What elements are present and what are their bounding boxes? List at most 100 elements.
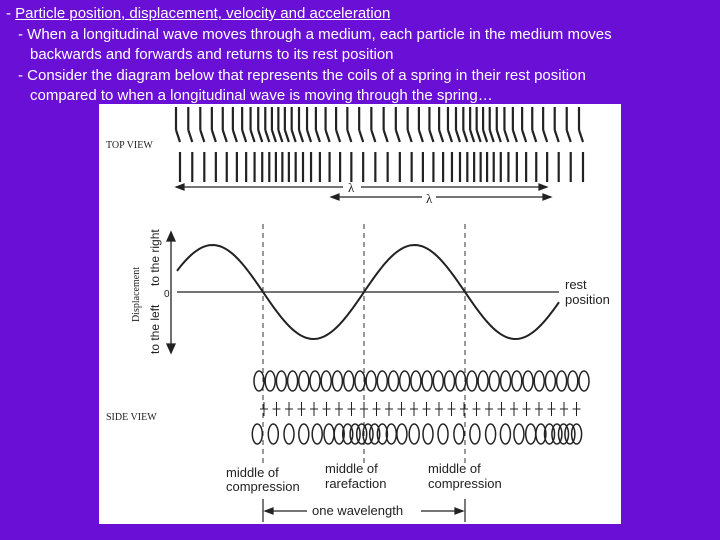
coil-loop xyxy=(286,370,299,392)
coil-loop xyxy=(522,370,534,392)
point1-line2: backwards and forwards and returns to it… xyxy=(30,46,394,63)
coil-loop xyxy=(551,423,563,445)
top-view-coil-stroke xyxy=(241,129,248,143)
side-view-coils-wave xyxy=(251,423,583,445)
top-view-coil-stroke xyxy=(283,129,290,143)
top-view-label: TOP VIEW xyxy=(106,140,153,151)
rarefaction-label-line2: rarefaction xyxy=(325,476,386,491)
lambda-upper: λ xyxy=(348,180,355,195)
top-view-springs xyxy=(174,107,585,182)
lambda-arrow-lower xyxy=(329,193,553,201)
coil-loop xyxy=(511,370,523,392)
coil-loop xyxy=(443,370,456,392)
coil-loop xyxy=(309,370,321,392)
coil-loop xyxy=(267,423,280,445)
compression-label-2-line2: compression xyxy=(428,476,502,491)
coil-loop xyxy=(543,423,556,445)
displacement-axis xyxy=(165,230,177,355)
coil-loop xyxy=(264,370,276,392)
coil-loop xyxy=(341,423,354,445)
zero-label: 0 xyxy=(164,289,170,300)
top-view-coil-stroke xyxy=(231,129,238,143)
coil-loop xyxy=(408,423,420,445)
top-view-coil-stroke xyxy=(475,129,482,143)
top-view-coil-stroke xyxy=(174,129,182,143)
wavelength-label: one wavelength xyxy=(312,503,403,518)
coil-loop xyxy=(396,423,408,445)
coil-loop xyxy=(365,370,377,392)
coil-loop xyxy=(342,370,355,392)
coil-loop xyxy=(524,423,537,445)
coil-loop xyxy=(376,423,389,445)
coil-loop xyxy=(422,423,434,445)
figure-svg: TOP VIEW λ λ Displacement to xyxy=(106,107,610,522)
top-view-coil-stroke xyxy=(577,129,585,143)
coil-loop xyxy=(499,423,512,445)
top-view-coil-stroke xyxy=(277,129,284,143)
displacement-label: Displacement xyxy=(131,267,142,322)
top-view-coil-stroke xyxy=(553,129,560,143)
point1-line1: - When a longitudinal wave moves through… xyxy=(18,25,612,43)
top-view-coil-stroke xyxy=(446,129,453,143)
top-view-coil-stroke xyxy=(221,129,228,143)
coil-loop xyxy=(354,370,366,392)
top-view-coil-stroke xyxy=(264,129,271,143)
point2-line1: - Consider the diagram below that repres… xyxy=(18,66,586,84)
top-view-coil-stroke xyxy=(210,129,217,143)
coil-loop xyxy=(275,370,288,392)
rest-label-line1: rest xyxy=(565,277,587,292)
coil-loop xyxy=(298,423,310,445)
guide-lines xyxy=(262,224,466,464)
side-view-label: SIDE VIEW xyxy=(106,412,157,423)
top-view-coil-stroke xyxy=(249,129,256,143)
rest-label-line2: position xyxy=(565,292,610,307)
coil-loop xyxy=(311,423,323,445)
coil-loop xyxy=(454,370,467,392)
top-view-coil-stroke xyxy=(488,129,495,143)
top-view-coil-stroke xyxy=(542,129,549,143)
top-view-coil-stroke xyxy=(469,129,476,143)
coil-loop xyxy=(253,370,265,392)
coil-loop xyxy=(331,370,344,392)
top-view-coil-stroke xyxy=(454,129,462,143)
coil-loop xyxy=(355,423,368,445)
top-view-coil-stroke xyxy=(290,129,297,143)
coil-loop xyxy=(570,423,583,445)
coil-loop xyxy=(437,423,449,445)
coil-loop xyxy=(376,370,389,392)
spring-wave-figure: TOP VIEW λ λ Displacement to xyxy=(99,104,621,524)
compression-label-2-line1: middle of xyxy=(428,461,481,476)
heading-title: Particle position, displacement, velocit… xyxy=(15,5,391,22)
coil-loop xyxy=(469,423,481,445)
coil-loop xyxy=(484,423,497,445)
coil-loop xyxy=(320,370,332,392)
side-view-coils-rest xyxy=(253,370,590,392)
top-view-coil-stroke xyxy=(503,129,510,143)
top-view-coil-stroke xyxy=(187,129,194,143)
coil-loop xyxy=(398,370,411,392)
coil-loop xyxy=(564,423,576,445)
top-view-coil-stroke xyxy=(297,129,305,143)
heading-prefix: - xyxy=(6,5,16,22)
displacement-arrows xyxy=(260,402,581,416)
top-view-coil-stroke xyxy=(482,129,489,143)
top-view-coil-stroke xyxy=(565,129,572,143)
coil-loop xyxy=(362,423,374,445)
lambda-lower: λ xyxy=(426,191,433,206)
coil-loop xyxy=(557,423,570,445)
rarefaction-label-line1: middle of xyxy=(325,461,378,476)
coil-loop xyxy=(432,370,445,392)
to-left-label: to the left xyxy=(148,304,162,354)
lambda-arrow-upper xyxy=(174,183,549,191)
top-view-coil-stroke xyxy=(521,129,528,143)
coil-loop xyxy=(466,370,478,392)
coil-loop xyxy=(387,370,400,392)
heading-line: - Particle position, displacement, veloc… xyxy=(6,4,716,25)
top-view-coil-stroke xyxy=(270,129,277,143)
coil-loop xyxy=(410,370,422,392)
top-view-coil-stroke xyxy=(511,129,518,143)
point2-line2: compared to when a longitudinal wave is … xyxy=(30,87,493,104)
to-right-label: to the right xyxy=(148,229,162,286)
coil-loop xyxy=(544,370,557,392)
coil-loop xyxy=(513,423,525,445)
